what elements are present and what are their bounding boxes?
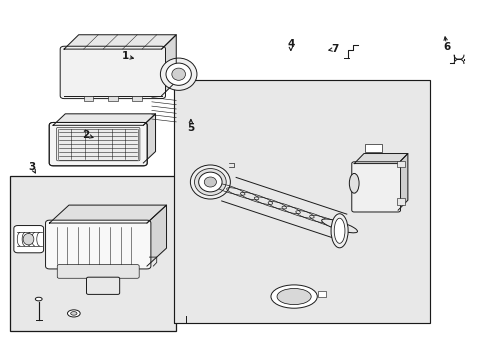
FancyBboxPatch shape	[14, 226, 43, 253]
Bar	[317, 291, 325, 297]
Bar	[83, 96, 93, 101]
Ellipse shape	[71, 312, 77, 315]
Ellipse shape	[23, 233, 34, 245]
Ellipse shape	[67, 310, 80, 317]
Ellipse shape	[204, 177, 216, 187]
Text: 5: 5	[187, 123, 194, 133]
Bar	[10, 176, 176, 330]
Text: 4: 4	[286, 39, 294, 49]
FancyBboxPatch shape	[86, 277, 120, 294]
Ellipse shape	[190, 165, 230, 199]
Bar	[396, 161, 405, 167]
Polygon shape	[143, 114, 155, 163]
Text: 7: 7	[330, 44, 338, 54]
Text: 3: 3	[29, 162, 36, 172]
Bar	[108, 96, 118, 101]
Ellipse shape	[348, 174, 358, 193]
Polygon shape	[64, 35, 176, 49]
Ellipse shape	[165, 63, 191, 85]
Polygon shape	[49, 205, 166, 223]
Text: 2: 2	[82, 130, 89, 140]
Ellipse shape	[171, 68, 185, 80]
Bar	[396, 198, 405, 205]
Ellipse shape	[321, 219, 357, 233]
FancyBboxPatch shape	[60, 46, 165, 99]
Bar	[132, 96, 142, 101]
Ellipse shape	[198, 172, 222, 192]
FancyBboxPatch shape	[351, 162, 400, 212]
Bar	[364, 144, 382, 152]
Ellipse shape	[35, 297, 42, 301]
Polygon shape	[353, 153, 407, 163]
Ellipse shape	[270, 285, 317, 308]
FancyBboxPatch shape	[57, 127, 140, 161]
Text: 1: 1	[121, 51, 128, 61]
Polygon shape	[161, 35, 176, 96]
Polygon shape	[397, 153, 407, 210]
Ellipse shape	[277, 288, 310, 305]
Text: 6: 6	[442, 42, 449, 52]
FancyBboxPatch shape	[49, 122, 147, 166]
FancyBboxPatch shape	[45, 220, 151, 269]
Polygon shape	[147, 205, 166, 266]
Ellipse shape	[330, 214, 347, 248]
Polygon shape	[53, 114, 155, 125]
Ellipse shape	[194, 168, 226, 195]
Ellipse shape	[333, 218, 344, 243]
FancyBboxPatch shape	[57, 265, 139, 278]
Bar	[173, 80, 429, 323]
Ellipse shape	[160, 58, 197, 90]
